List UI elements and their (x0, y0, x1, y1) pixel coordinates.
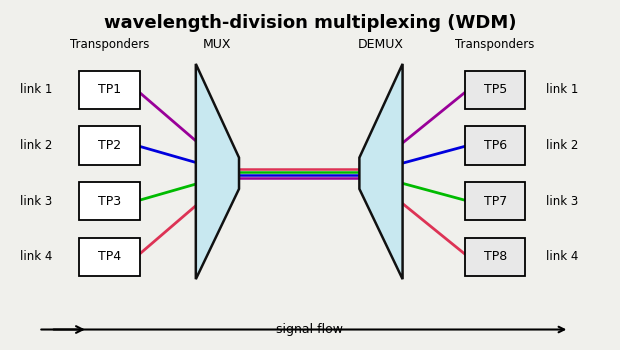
Text: link 2: link 2 (20, 139, 52, 152)
FancyBboxPatch shape (79, 238, 140, 276)
Text: link 4: link 4 (546, 250, 578, 263)
FancyBboxPatch shape (465, 182, 525, 220)
FancyBboxPatch shape (79, 71, 140, 109)
FancyBboxPatch shape (465, 71, 525, 109)
FancyBboxPatch shape (79, 182, 140, 220)
Text: Transponders: Transponders (69, 38, 149, 51)
Polygon shape (360, 64, 402, 279)
Text: DEMUX: DEMUX (357, 38, 404, 51)
Text: TP8: TP8 (484, 250, 507, 263)
Text: TP7: TP7 (484, 195, 507, 208)
Text: TP4: TP4 (98, 250, 121, 263)
Text: MUX: MUX (203, 38, 232, 51)
Text: TP6: TP6 (484, 139, 507, 152)
Text: Transponders: Transponders (456, 38, 535, 51)
Text: TP3: TP3 (98, 195, 121, 208)
Text: link 1: link 1 (546, 83, 578, 97)
Text: wavelength-division multiplexing (WDM): wavelength-division multiplexing (WDM) (104, 14, 516, 32)
FancyBboxPatch shape (465, 238, 525, 276)
Text: link 2: link 2 (546, 139, 578, 152)
Text: TP1: TP1 (98, 83, 121, 97)
FancyBboxPatch shape (79, 126, 140, 164)
Text: link 3: link 3 (546, 195, 578, 208)
Text: link 3: link 3 (20, 195, 52, 208)
Text: link 1: link 1 (20, 83, 52, 97)
Text: signal flow: signal flow (277, 323, 343, 336)
Text: TP2: TP2 (98, 139, 121, 152)
Text: TP5: TP5 (484, 83, 507, 97)
Polygon shape (196, 64, 239, 279)
FancyBboxPatch shape (465, 126, 525, 164)
Text: link 4: link 4 (20, 250, 52, 263)
